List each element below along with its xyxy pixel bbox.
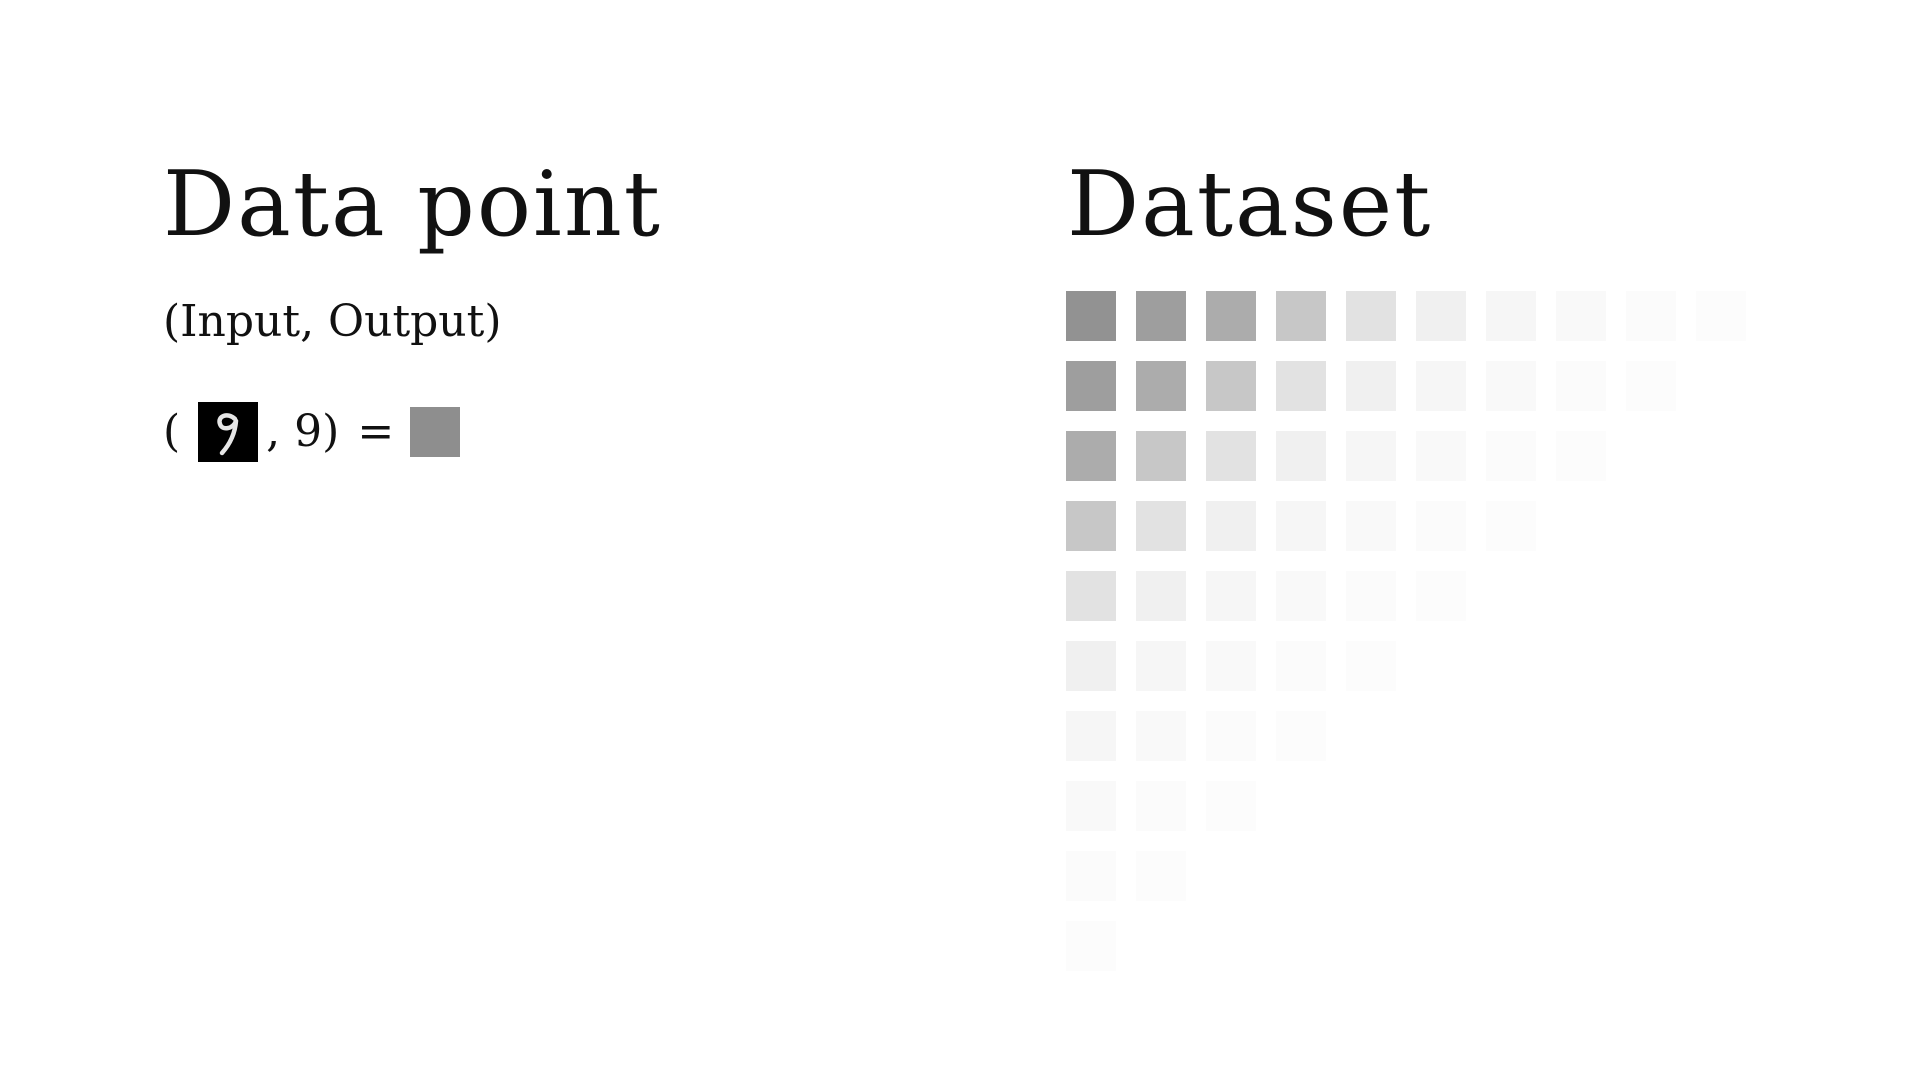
dataset-cell (1206, 431, 1256, 481)
dataset-cell (1346, 291, 1396, 341)
data-point-swatch (410, 407, 461, 457)
dataset-cell (1206, 641, 1256, 691)
dataset-cell (1276, 501, 1326, 551)
dataset-cell (1556, 431, 1606, 481)
dataset-cell (1206, 291, 1256, 341)
dataset-cell (1066, 781, 1116, 831)
dataset-cell (1066, 361, 1116, 411)
equals-sign: = (357, 406, 395, 457)
dataset-cell (1276, 291, 1326, 341)
dataset-cell (1276, 571, 1326, 621)
dataset-cell (1066, 921, 1116, 971)
dataset-cell (1206, 571, 1256, 621)
dataset-cell (1556, 361, 1606, 411)
dataset-cell (1206, 711, 1256, 761)
dataset-cell (1136, 711, 1186, 761)
dataset-cell (1416, 571, 1466, 621)
dataset-cell (1066, 501, 1116, 551)
data-point-equation: ( , 9) = (163, 402, 461, 462)
dataset-cell (1136, 431, 1186, 481)
dataset-cell (1206, 501, 1256, 551)
data-point-title: Data point (163, 152, 662, 257)
handwritten-digit-icon (198, 402, 259, 462)
dataset-cell (1136, 851, 1186, 901)
dataset-cell (1486, 431, 1536, 481)
dataset-cell (1416, 431, 1466, 481)
dataset-cell (1486, 361, 1536, 411)
dataset-cell (1276, 641, 1326, 691)
output-label: 9) (294, 406, 340, 457)
input-output-subtitle: (Input, Output) (163, 296, 502, 347)
dataset-cell (1276, 361, 1326, 411)
dataset-cell (1626, 361, 1676, 411)
dataset-cell (1066, 571, 1116, 621)
dataset-cell (1276, 431, 1326, 481)
dataset-cell (1416, 501, 1466, 551)
dataset-cell (1486, 501, 1536, 551)
dataset-cell (1066, 851, 1116, 901)
dataset-cell (1066, 431, 1116, 481)
dataset-title: Dataset (1067, 152, 1433, 257)
comma: , (266, 406, 281, 457)
dataset-cell (1136, 501, 1186, 551)
dataset-grid (1066, 291, 1766, 991)
dataset-cell (1136, 291, 1186, 341)
dataset-cell (1346, 571, 1396, 621)
dataset-cell (1136, 781, 1186, 831)
dataset-cell (1486, 291, 1536, 341)
dataset-cell (1136, 571, 1186, 621)
dataset-cell (1206, 781, 1256, 831)
dataset-cell (1276, 711, 1326, 761)
dataset-cell (1136, 361, 1186, 411)
dataset-cell (1416, 291, 1466, 341)
dataset-cell (1066, 291, 1116, 341)
dataset-cell (1206, 361, 1256, 411)
dataset-cell (1346, 361, 1396, 411)
dataset-cell (1626, 291, 1676, 341)
dataset-cell (1136, 641, 1186, 691)
dataset-cell (1416, 361, 1466, 411)
dataset-cell (1696, 291, 1746, 341)
open-paren: ( (163, 406, 181, 457)
dataset-cell (1066, 711, 1116, 761)
dataset-cell (1346, 501, 1396, 551)
dataset-cell (1066, 641, 1116, 691)
dataset-cell (1346, 431, 1396, 481)
dataset-cell (1346, 641, 1396, 691)
dataset-cell (1556, 291, 1606, 341)
